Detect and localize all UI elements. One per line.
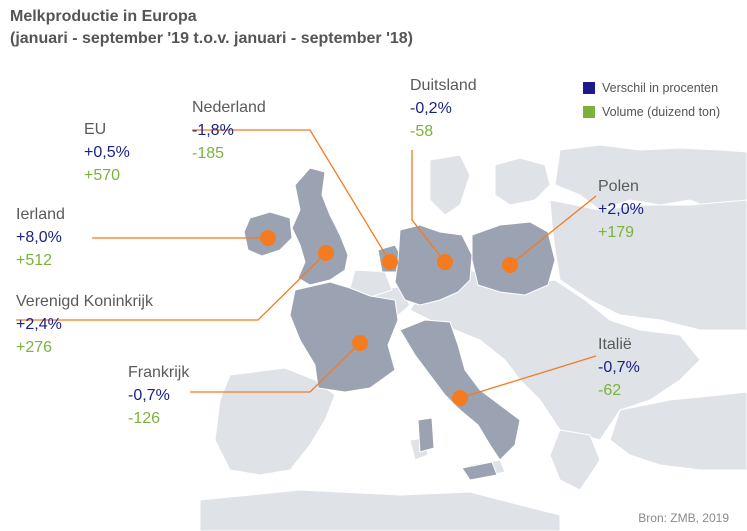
map-subtitle: (januari - september '19 t.o.v. januari …	[10, 30, 413, 47]
country-pct: +2,4%	[16, 316, 62, 333]
marker-polen	[502, 257, 518, 273]
legend-item-percent: Verschil in procenten	[583, 76, 720, 100]
label-italie: Italië -0,7% -62	[598, 333, 640, 402]
country-name: Verenigd Koninkrijk	[16, 293, 153, 310]
legend: Verschil in procenten Volume (duizend to…	[583, 76, 720, 124]
legend-swatch-volume	[583, 106, 595, 118]
country-name: Italië	[598, 336, 632, 353]
country-pct: +0,5%	[84, 144, 130, 161]
label-ierland: Ierland +8,0% +512	[16, 203, 65, 272]
country-vol: -185	[192, 145, 225, 162]
marker-italie	[452, 390, 468, 406]
legend-label-percent: Verschil in procenten	[602, 81, 719, 95]
country-pct: -1,8%	[192, 122, 234, 139]
marker-ierland	[260, 230, 276, 246]
country-vol: +179	[598, 224, 635, 241]
marker-duitsland	[437, 254, 453, 270]
country-germany	[394, 224, 473, 306]
label-polen: Polen +2,0% +179	[598, 175, 644, 244]
country-name: EU	[84, 121, 107, 138]
country-vol: +512	[16, 252, 53, 269]
leader-vk	[16, 252, 327, 321]
leader-polen	[509, 195, 597, 266]
leader-nederland	[192, 129, 391, 263]
label-eu: EU +0,5% +570	[84, 118, 130, 187]
country-france	[289, 281, 399, 393]
title-block: Melkproductie in Europa (januari - septe…	[10, 6, 413, 50]
country-name: Polen	[598, 178, 639, 195]
legend-label-volume: Volume (duizend ton)	[602, 105, 721, 119]
marker-vk	[318, 245, 334, 261]
country-vol: -58	[410, 123, 434, 140]
label-vk: Verenigd Koninkrijk +2,4% +276	[16, 290, 153, 359]
country-pct: -0,7%	[128, 387, 170, 404]
legend-swatch-percent	[583, 82, 595, 94]
country-name: Duitsland	[410, 77, 477, 94]
label-duitsland: Duitsland -0,2% -58	[410, 74, 477, 143]
source-note: Bron: ZMB, 2019	[638, 511, 729, 525]
label-nederland: Nederland -1,8% -185	[192, 96, 266, 165]
country-italy-sardinia	[417, 417, 435, 453]
country-vol: +570	[84, 167, 121, 184]
map-title: Melkproductie in Europa	[10, 8, 197, 25]
label-frankrijk: Frankrijk -0,7% -126	[128, 361, 189, 430]
country-uk	[291, 167, 349, 286]
country-name: Frankrijk	[128, 364, 190, 381]
country-vol: -126	[128, 410, 161, 427]
leader-italie	[459, 355, 597, 399]
country-pct: -0,2%	[410, 100, 452, 117]
country-vol: -62	[598, 382, 622, 399]
leader-lines	[16, 129, 597, 399]
country-name: Ierland	[16, 206, 65, 223]
country-name: Nederland	[192, 99, 266, 116]
leader-duitsland	[411, 150, 446, 263]
legend-item-volume: Volume (duizend ton)	[583, 100, 720, 124]
country-italy-sicily	[461, 461, 498, 481]
country-markers	[260, 230, 518, 406]
marker-frankrijk	[352, 335, 368, 351]
country-vol: +276	[16, 339, 53, 356]
leader-frankrijk	[190, 342, 361, 393]
country-pct: +2,0%	[598, 201, 644, 218]
country-pct: -0,7%	[598, 359, 640, 376]
other-countries	[199, 144, 747, 531]
marker-nederland	[382, 254, 398, 270]
country-pct: +8,0%	[16, 229, 62, 246]
